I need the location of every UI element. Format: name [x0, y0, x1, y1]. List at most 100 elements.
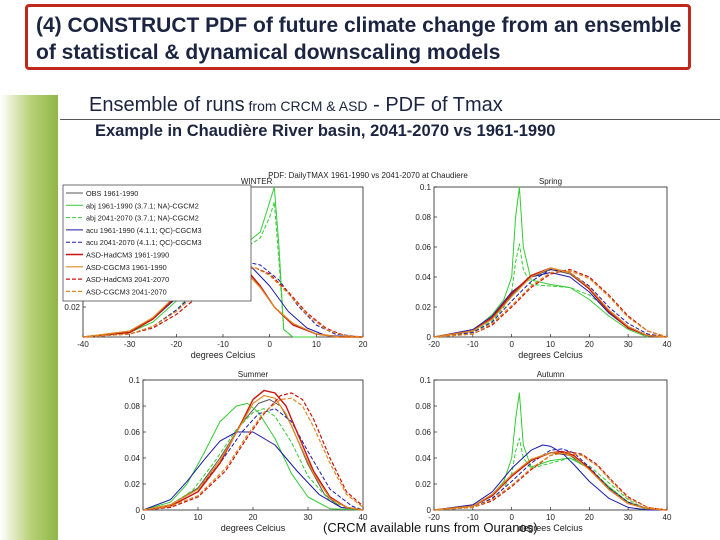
- y-tick-label: 0.1: [420, 376, 432, 385]
- y-tick-label: 0.02: [124, 480, 140, 489]
- panel-winter: -40 -30 -20 -10 0 10 20 0.02 WINTER degrees Celci…: [62, 177, 368, 360]
- x-tick-label: 30: [304, 513, 313, 522]
- series-line-8: [433, 268, 668, 338]
- axes-frame: [142, 379, 364, 511]
- figure-suptitle: PDF: DailyTMAX 1961-1990 vs 2041-2070 at…: [268, 171, 468, 180]
- x-tick-label: 0: [267, 340, 272, 349]
- axes-frame: [433, 186, 668, 338]
- x-tick-label: 40: [359, 513, 368, 522]
- series-line-2: [433, 186, 648, 338]
- legend-entry: OBS 1961-1990: [86, 189, 138, 198]
- y-tick-label: 0: [136, 506, 141, 515]
- credit-text: (CRCM available runs from Ouranos): [323, 520, 538, 535]
- x-tick-label: 10: [546, 340, 555, 349]
- x-tick-label: 0: [509, 513, 514, 522]
- x-tick-label: 30: [624, 340, 633, 349]
- y-tick-label: 0.04: [124, 454, 140, 463]
- panel-autumn: -20 -10 0 10 20 30 40 0 0.02 0.04 0.06 0.08 0.1 Autum…: [415, 370, 672, 533]
- y-tick-label: 0.06: [415, 428, 431, 437]
- x-tick-label: 40: [663, 340, 672, 349]
- x-tick-label: -10: [217, 340, 229, 349]
- subtitle-from: from CRCM & ASD: [244, 98, 368, 114]
- y-tick-label: 0.08: [415, 213, 431, 222]
- x-tick-label: 20: [249, 513, 258, 522]
- panels-group: -40 -30 -20 -10 0 10 20 0.02 WINTER degrees Celci…: [62, 177, 672, 533]
- pdf-figure: PDF: DailyTMAX 1961-1990 vs 2041-2070 at…: [58, 155, 680, 540]
- legend-entry: abj 2041-2070 (3.7.1; NA)-CGCM2: [86, 214, 199, 223]
- axes-frame: [433, 379, 668, 511]
- x-tick-label: 20: [585, 513, 594, 522]
- y-tick-label: 0: [427, 333, 432, 342]
- panel-spring: -20 -10 0 10 20 30 40 0 0.02 0.04 0.06 0.08 0.1 Sprin…: [415, 177, 672, 360]
- x-tick-label: 20: [585, 340, 594, 349]
- subtitle-tail: - PDF of Tmax: [367, 94, 503, 116]
- y-tick-label: 0.06: [415, 243, 431, 252]
- y-tick-label: 0.08: [124, 402, 140, 411]
- series-line-6: [142, 389, 364, 511]
- series-line-8: [142, 392, 364, 511]
- series-line-9: [433, 452, 668, 511]
- x-tick-label: 10: [312, 340, 321, 349]
- x-tick-label: 10: [546, 513, 555, 522]
- x-tick-label: -30: [124, 340, 136, 349]
- y-tick-label: 0.04: [415, 273, 431, 282]
- x-axis-label: degrees Celcius: [191, 350, 256, 360]
- x-tick-label: 20: [359, 340, 368, 349]
- legend-entry: ASD-HadCM3 2041-2070: [86, 275, 169, 284]
- panel-title: Autumn: [537, 370, 565, 379]
- x-axis-label: degrees Celcius: [518, 523, 583, 533]
- y-tick-label: 0.02: [64, 303, 80, 312]
- x-tick-label: -10: [467, 513, 479, 522]
- series-line-7: [142, 395, 364, 511]
- y-tick-label: 0.02: [415, 480, 431, 489]
- panel-summer: 0 10 20 30 40 0 0.02 0.04 0.06 0.08 0.1 Summer degre…: [124, 370, 368, 533]
- series-line-5: [433, 269, 668, 338]
- decorative-side-bar: [0, 95, 58, 540]
- x-tick-label: 30: [624, 513, 633, 522]
- y-tick-label: 0.02: [415, 303, 431, 312]
- x-tick-label: -40: [77, 340, 89, 349]
- legend-entry: ASD-CGCM3 1961-1990: [86, 263, 167, 272]
- x-tick-label: 40: [663, 513, 672, 522]
- panel-title: Spring: [539, 177, 562, 186]
- legend-entry: ASD-CGCM3 2041-2070: [86, 287, 167, 296]
- legend-box: [62, 184, 252, 302]
- legend-entry: acu 2041-2070 (4.1.1; QC)-CGCM3: [86, 238, 202, 247]
- x-tick-label: 0: [141, 513, 146, 522]
- slide-title: (4) CONSTRUCT PDF of future climate chan…: [36, 14, 682, 64]
- series-line-2: [142, 402, 364, 511]
- series-line-7: [433, 267, 668, 338]
- divider-rule: [60, 119, 720, 120]
- legend-entry: ASD-HadCM3 1961-1990: [86, 251, 169, 260]
- series-line-8: [82, 267, 364, 338]
- x-tick-label: -20: [428, 513, 440, 522]
- x-tick-label: -10: [467, 340, 479, 349]
- series-line-9: [142, 397, 364, 511]
- y-tick-label: 0.1: [129, 376, 141, 385]
- panel-title: Summer: [238, 370, 269, 379]
- legend-entry: abj 1961-1990 (3.7.1; NA)-CGCM2: [86, 201, 199, 210]
- series-line-4: [142, 431, 364, 511]
- series-line-9: [433, 270, 668, 338]
- title-box: (4) CONSTRUCT PDF of future climate chan…: [25, 4, 691, 70]
- series-line-5: [433, 448, 668, 511]
- subtitle-main: Ensemble of runs: [89, 94, 245, 116]
- legend-entry: acu 1961-1990 (4.1.1; QC)-CGCM3: [86, 226, 202, 235]
- y-tick-label: 0.04: [415, 454, 431, 463]
- slide-subtitle: Ensemble of runs from CRCM & ASD - PDF o…: [89, 94, 503, 117]
- legend: OBS 1961-1990 abj 1961-1990 (3.7.1; NA)-C…: [62, 184, 252, 302]
- example-line: Example in Chaudière River basin, 2041-2…: [95, 122, 556, 140]
- y-tick-label: 0: [427, 506, 432, 515]
- x-tick-label: 0: [509, 340, 514, 349]
- series-line-8: [433, 450, 668, 511]
- y-tick-label: 0.08: [415, 402, 431, 411]
- x-tick-label: -20: [428, 340, 440, 349]
- x-axis-label: degrees Celcius: [221, 523, 286, 533]
- series-line-5: [82, 261, 364, 338]
- y-tick-label: 0.06: [124, 428, 140, 437]
- panel-title: WINTER: [241, 177, 273, 186]
- x-tick-label: 10: [194, 513, 203, 522]
- y-tick-label: 0.1: [420, 183, 432, 192]
- x-tick-label: -20: [171, 340, 183, 349]
- x-axis-label: degrees Celcius: [518, 350, 583, 360]
